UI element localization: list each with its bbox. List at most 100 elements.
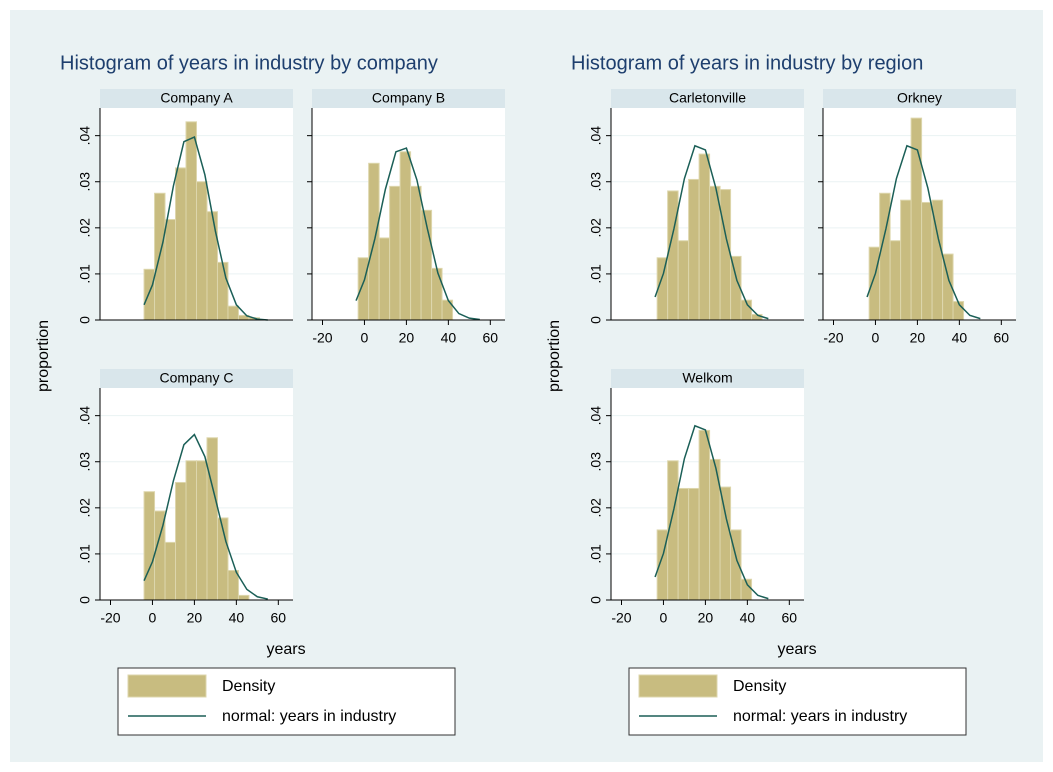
y-tick-label: .02 bbox=[77, 218, 93, 238]
normal-curve bbox=[143, 433, 268, 600]
bar bbox=[868, 246, 881, 321]
bar bbox=[196, 181, 208, 321]
bar bbox=[719, 189, 732, 321]
bar bbox=[206, 437, 218, 601]
chart-title: Histogram of years in industry by compan… bbox=[60, 52, 438, 74]
normal-curve bbox=[654, 424, 769, 600]
bar bbox=[164, 219, 177, 321]
bar bbox=[389, 185, 401, 321]
bar bbox=[952, 301, 965, 321]
bar bbox=[688, 487, 700, 601]
normal-curve bbox=[654, 144, 769, 320]
normal-curve bbox=[355, 147, 480, 321]
bar bbox=[143, 491, 156, 601]
x-tick-label: -20 bbox=[823, 330, 843, 346]
x-tick-label: 0 bbox=[660, 610, 668, 626]
bar bbox=[667, 190, 679, 321]
x-tick-label: 0 bbox=[149, 610, 157, 626]
bar bbox=[698, 429, 711, 601]
x-tick-label: 0 bbox=[872, 330, 880, 346]
x-tick-label: 60 bbox=[782, 610, 798, 626]
bar bbox=[175, 167, 187, 321]
bar bbox=[143, 268, 156, 321]
y-tick-label: .04 bbox=[588, 406, 604, 426]
y-tick-label: .03 bbox=[77, 172, 93, 192]
x-axis-label: years bbox=[266, 641, 305, 658]
bar bbox=[237, 594, 250, 601]
legend-label: normal: years in industry bbox=[222, 708, 396, 725]
y-tick-label: .02 bbox=[588, 218, 604, 238]
legend-label: normal: years in industry bbox=[733, 708, 907, 725]
bar bbox=[879, 192, 891, 321]
bar bbox=[196, 460, 208, 601]
strip bbox=[611, 369, 804, 388]
bar bbox=[677, 240, 690, 321]
bar bbox=[688, 178, 700, 321]
x-tick-label: 60 bbox=[271, 610, 287, 626]
bar bbox=[216, 261, 229, 321]
strip bbox=[611, 89, 804, 108]
legend-label: Density bbox=[733, 678, 786, 695]
bar bbox=[709, 185, 721, 321]
bar bbox=[900, 199, 912, 321]
y-tick-label: .03 bbox=[588, 172, 604, 192]
x-axis-label: years bbox=[777, 641, 816, 658]
bar bbox=[921, 201, 933, 321]
strip bbox=[823, 89, 1016, 108]
y-tick-label: 0 bbox=[77, 596, 93, 604]
y-tick-label: .03 bbox=[588, 452, 604, 472]
x-tick-label: 60 bbox=[483, 330, 499, 346]
bar bbox=[889, 240, 902, 321]
y-tick-label: .01 bbox=[77, 264, 93, 284]
panel-title: Carletonville bbox=[669, 90, 746, 106]
y-tick-label: .04 bbox=[588, 126, 604, 146]
x-tick-label: 40 bbox=[441, 330, 457, 346]
x-tick-label: -20 bbox=[312, 330, 332, 346]
panel-title: Company A bbox=[160, 90, 233, 106]
x-tick-label: -20 bbox=[100, 610, 120, 626]
bar bbox=[698, 153, 711, 321]
y-tick-label: .04 bbox=[77, 126, 93, 146]
chart-title: Histogram of years in industry by region bbox=[571, 52, 923, 74]
bar bbox=[185, 460, 197, 601]
y-axis-label: proportion bbox=[546, 320, 563, 392]
x-tick-label: 20 bbox=[187, 610, 203, 626]
strip bbox=[100, 89, 293, 108]
bar bbox=[164, 541, 177, 601]
bar bbox=[719, 486, 732, 601]
bar bbox=[227, 305, 239, 321]
bar bbox=[431, 267, 443, 321]
x-tick-label: 20 bbox=[399, 330, 415, 346]
strip bbox=[100, 369, 293, 388]
x-tick-label: 20 bbox=[698, 610, 714, 626]
y-tick-label: .03 bbox=[77, 452, 93, 472]
y-tick-label: .02 bbox=[588, 498, 604, 518]
panel-title: Orkney bbox=[897, 90, 942, 106]
bar bbox=[206, 211, 218, 321]
legend-label: Density bbox=[222, 678, 275, 695]
bar bbox=[227, 570, 239, 601]
panel-title: Company C bbox=[160, 370, 234, 386]
strip bbox=[312, 89, 505, 108]
panel-title: Welkom bbox=[682, 370, 732, 386]
x-tick-label: 60 bbox=[994, 330, 1010, 346]
normal-curve bbox=[143, 135, 268, 321]
bar bbox=[399, 151, 412, 321]
legend-swatch bbox=[638, 674, 718, 698]
bar bbox=[185, 121, 197, 321]
x-tick-label: 40 bbox=[952, 330, 968, 346]
bar bbox=[175, 481, 187, 601]
bar bbox=[677, 487, 690, 601]
x-tick-label: 40 bbox=[229, 610, 245, 626]
y-tick-label: .01 bbox=[77, 544, 93, 564]
y-axis-label: proportion bbox=[35, 320, 52, 392]
y-tick-label: 0 bbox=[588, 316, 604, 324]
y-tick-label: .02 bbox=[77, 498, 93, 518]
x-tick-label: 0 bbox=[361, 330, 369, 346]
bar bbox=[410, 185, 422, 321]
y-tick-label: .01 bbox=[588, 544, 604, 564]
y-tick-label: 0 bbox=[77, 316, 93, 324]
x-tick-label: 40 bbox=[740, 610, 756, 626]
y-tick-label: .04 bbox=[77, 406, 93, 426]
